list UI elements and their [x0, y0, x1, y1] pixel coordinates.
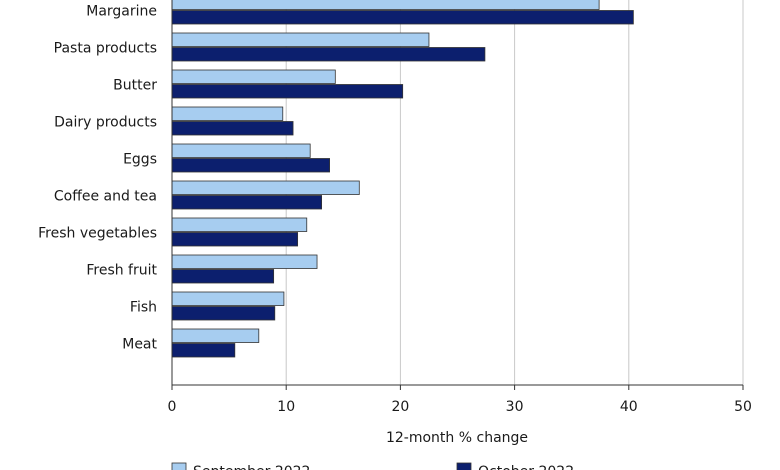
- bar: [171, 121, 294, 136]
- x-axis-title: 12-month % change: [386, 430, 528, 446]
- bar: [171, 0, 600, 10]
- legend-label: October 2022: [478, 464, 574, 470]
- bar: [171, 195, 323, 210]
- category-label: Dairy products: [54, 115, 157, 131]
- bar: [171, 106, 284, 121]
- category-label: Margarine: [86, 4, 157, 20]
- bar: [171, 158, 330, 173]
- category-label: Fish: [130, 300, 157, 316]
- bar: [171, 328, 260, 343]
- x-tick-labels: 0 10 20 30 40 50: [168, 399, 752, 415]
- bar: [171, 143, 311, 158]
- x-tick-label: 40: [620, 399, 638, 415]
- legend-label: September 2022: [193, 464, 310, 470]
- bars: [171, 0, 634, 358]
- category-label: Fresh fruit: [86, 263, 157, 279]
- bar: [171, 343, 236, 358]
- category-label: Fresh vegetables: [38, 226, 157, 242]
- bar: [171, 306, 276, 321]
- category-label: Meat: [122, 337, 157, 353]
- axes: [171, 0, 744, 390]
- legend-swatch: [171, 462, 187, 470]
- bar: [171, 254, 318, 269]
- bar: [171, 269, 275, 284]
- x-tick-label: 0: [168, 399, 177, 415]
- category-label: Pasta products: [54, 41, 157, 57]
- x-tick-label: 20: [391, 399, 409, 415]
- x-tick-label: 50: [734, 399, 752, 415]
- bar: [171, 69, 336, 84]
- x-tick-label: 30: [506, 399, 524, 415]
- category-label: Coffee and tea: [54, 189, 157, 205]
- category-label: Eggs: [123, 152, 157, 168]
- bar: [171, 47, 486, 62]
- legend-swatch: [456, 462, 472, 470]
- bar: [171, 10, 634, 25]
- category-labels: Margarine Pasta products Butter Dairy produ…: [38, 4, 157, 353]
- legend: September 2022 October 2022: [171, 462, 574, 470]
- bar: [171, 232, 299, 247]
- bar: [171, 84, 404, 99]
- bar: [171, 217, 308, 232]
- bar: [171, 180, 360, 195]
- bar: [171, 32, 430, 47]
- bar: [171, 291, 285, 306]
- x-tick-label: 10: [277, 399, 295, 415]
- category-label: Butter: [113, 78, 157, 94]
